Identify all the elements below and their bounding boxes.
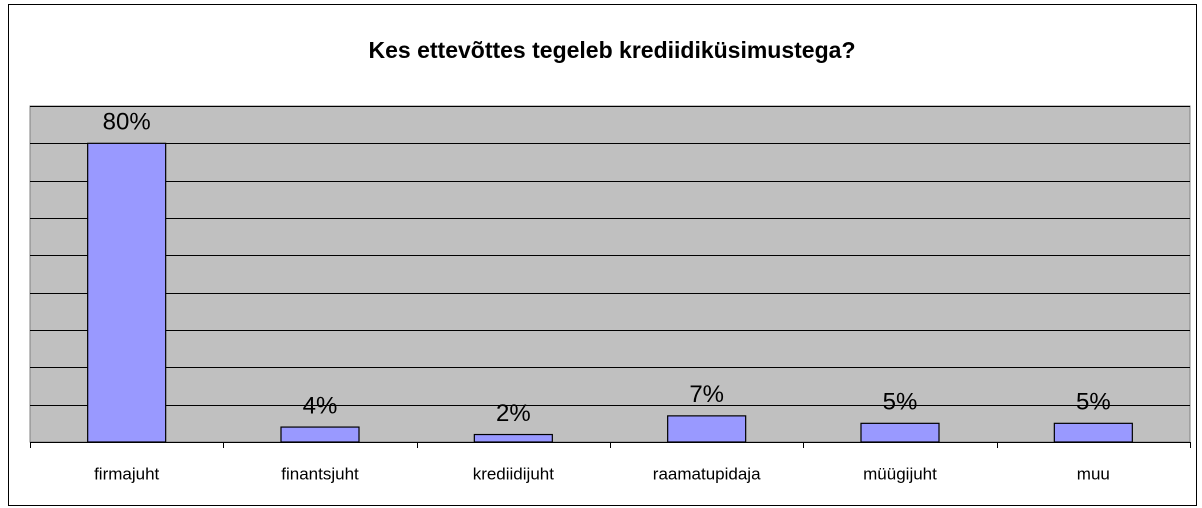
value-label: 5% — [883, 389, 918, 416]
bar — [473, 433, 553, 443]
bar — [1053, 422, 1133, 443]
value-label: 5% — [1076, 389, 1111, 416]
value-label: 4% — [303, 392, 338, 419]
value-label: 80% — [103, 109, 151, 136]
x-tick-label: muu — [1077, 464, 1110, 483]
x-tick-label: finantsjuht — [281, 464, 359, 483]
x-tick-label: firmajuht — [94, 464, 159, 483]
chart-title: Kes ettevõttes tegeleb krediidiküsimuste… — [369, 37, 856, 63]
bar — [87, 142, 167, 443]
plot-area — [29, 105, 1191, 443]
x-tick-label: krediidijuht — [473, 464, 555, 483]
bar — [280, 426, 360, 443]
bar — [860, 422, 940, 443]
value-label: 7% — [689, 381, 724, 408]
value-label: 2% — [496, 400, 531, 427]
x-tick-label: raamatupidaja — [653, 464, 761, 483]
x-tick-label: müügijuht — [863, 464, 937, 483]
bar — [667, 415, 747, 443]
